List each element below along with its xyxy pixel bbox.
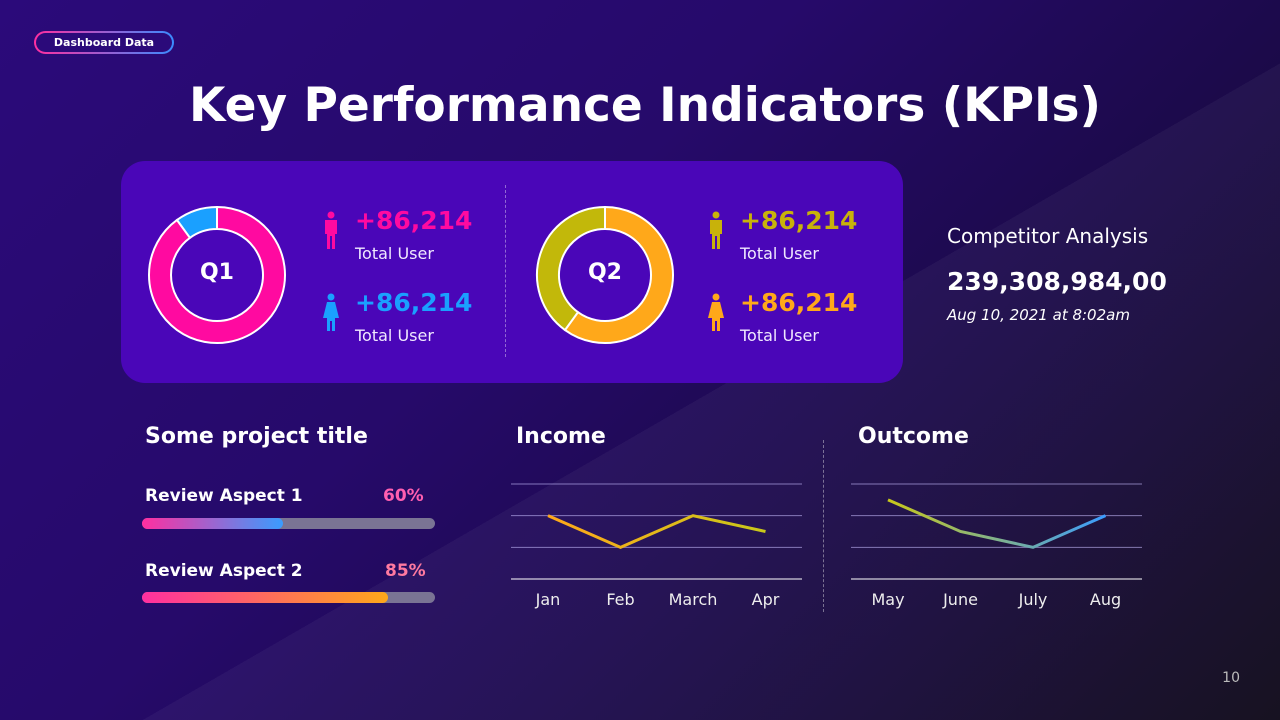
page-title: Key Performance Indicators (KPIs) xyxy=(189,78,1101,133)
q1-female-icon xyxy=(323,293,339,331)
x-tick-label: July xyxy=(1018,590,1048,609)
q1-stat-value: +86,214 xyxy=(355,288,473,317)
x-tick-label: March xyxy=(668,590,718,609)
x-tick-label: Apr xyxy=(751,590,780,609)
q1-stat-label: Total User xyxy=(355,244,434,263)
q2-segment-1 xyxy=(536,205,606,332)
q2-label: Q2 xyxy=(587,260,622,285)
x-tick-label: May xyxy=(871,590,905,609)
income-title: Income xyxy=(516,424,606,449)
series-line xyxy=(547,514,766,549)
kpi-card xyxy=(121,161,903,383)
q1-segment-0 xyxy=(148,205,286,344)
q2-stat-label: Total User xyxy=(740,326,819,345)
q2-male-icon xyxy=(710,211,722,249)
q2-donut-chart xyxy=(536,205,674,344)
outcome-line-chart xyxy=(851,483,1142,580)
q2-stat-value: +86,214 xyxy=(740,206,858,235)
review-aspect-2-progress xyxy=(142,592,435,603)
q1-donut-chart xyxy=(148,205,286,344)
competitor-value: 239,308,984,00 xyxy=(947,267,1167,296)
review-aspect-2-label: Review Aspect 2 xyxy=(145,561,303,581)
q1-stat-value: +86,214 xyxy=(355,206,473,235)
q1-segment-1 xyxy=(175,205,218,240)
x-tick-label: Feb xyxy=(606,590,635,609)
x-tick-label: Jan xyxy=(535,590,561,609)
dashboard-data-badge: Dashboard Data xyxy=(34,31,174,54)
outcome-title: Outcome xyxy=(858,424,969,449)
x-tick-label: June xyxy=(943,590,978,609)
x-tick-label: Aug xyxy=(1089,590,1122,609)
review-aspect-1-label: Review Aspect 1 xyxy=(145,486,303,506)
q1-stat-label: Total User xyxy=(355,326,434,345)
q2-female-icon xyxy=(708,293,724,331)
competitor-title: Competitor Analysis xyxy=(947,224,1149,248)
review-aspect-1-progress xyxy=(142,518,435,529)
chart-divider xyxy=(823,440,824,612)
review-aspect-2-percent: 85% xyxy=(385,561,426,581)
q1-label: Q1 xyxy=(199,260,234,285)
income-line-chart xyxy=(511,483,802,580)
page-number: 10 xyxy=(1222,670,1240,686)
q2-stat-label: Total User xyxy=(740,244,819,263)
project-title: Some project title xyxy=(145,424,368,449)
q2-stat-value: +86,214 xyxy=(740,288,858,317)
q1-male-icon xyxy=(325,211,337,249)
review-aspect-1-percent: 60% xyxy=(383,486,424,506)
series-line xyxy=(887,498,1107,549)
card-divider xyxy=(505,185,506,357)
q2-segment-0 xyxy=(563,205,674,344)
competitor-date: Aug 10, 2021 at 8:02am xyxy=(947,306,1130,324)
